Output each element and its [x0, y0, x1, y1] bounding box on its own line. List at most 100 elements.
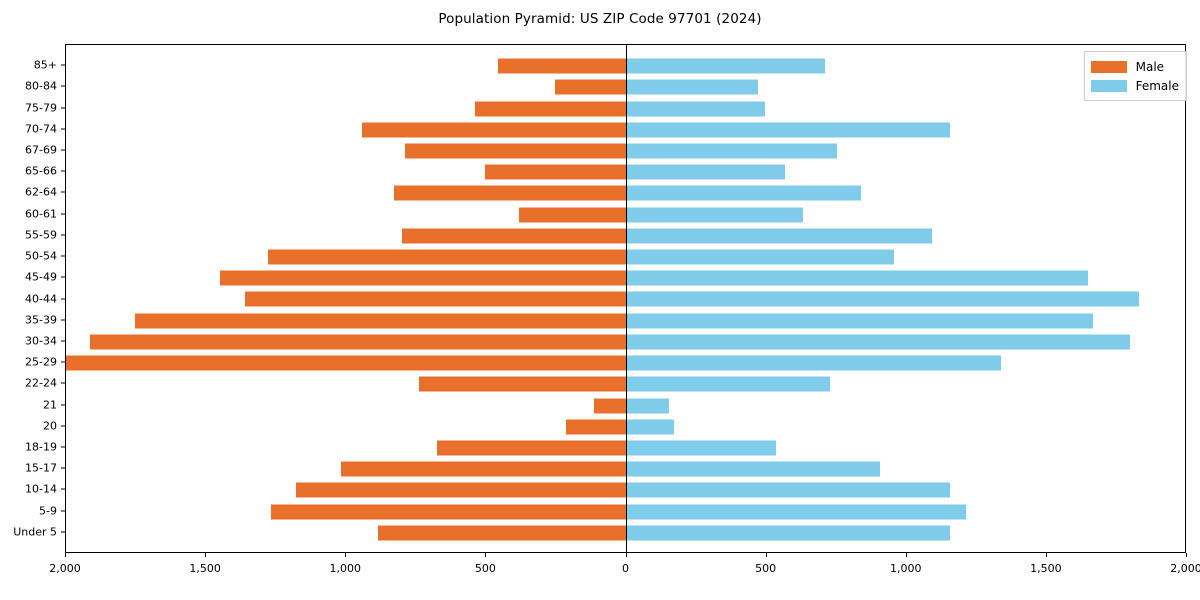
x-tick-label: 1,500 — [1030, 562, 1062, 575]
bar-female — [626, 164, 785, 180]
bar-male — [295, 482, 627, 498]
bar-female — [626, 291, 1140, 307]
bar-row — [66, 162, 1185, 183]
bar-female — [626, 228, 932, 244]
y-tick-mark — [61, 213, 65, 215]
bar-male — [378, 525, 627, 541]
bar-female — [626, 419, 675, 435]
y-tick-label: 85+ — [33, 58, 57, 72]
y-tick-mark — [61, 467, 65, 469]
x-tick-mark — [1186, 553, 1187, 557]
bar-female — [626, 122, 951, 138]
y-tick-mark — [61, 64, 65, 66]
bar-row — [66, 56, 1185, 77]
y-tick-mark — [61, 170, 65, 172]
legend-item-male[interactable]: Male — [1090, 57, 1179, 76]
y-tick-mark — [61, 255, 65, 257]
y-tick-mark — [61, 298, 65, 299]
bar-row — [66, 416, 1185, 437]
x-axis: 2,000 1,500 1,000 500 0 500 1,000 1,500 2,000 — [49, 553, 1200, 593]
bar-male — [89, 334, 627, 350]
bar-female — [626, 313, 1094, 329]
legend-label: Male — [1135, 59, 1165, 74]
x-tick-label: 2,000 — [1170, 562, 1200, 575]
bar-row — [66, 183, 1185, 204]
y-tick-mark — [61, 446, 65, 448]
bar-female — [626, 249, 895, 265]
y-tick-label: 65-66 — [25, 164, 57, 178]
y-tick-mark — [61, 107, 65, 109]
bar-row — [66, 225, 1185, 246]
y-tick-label: 10-14 — [25, 482, 57, 496]
x-tick-label: 500 — [474, 562, 496, 575]
bar-female — [626, 143, 837, 159]
bar-row — [66, 246, 1185, 267]
y-tick-mark — [61, 191, 65, 193]
y-tick-mark — [61, 149, 65, 151]
bar-female — [626, 482, 951, 498]
bar-row — [66, 459, 1185, 480]
bar-female — [626, 270, 1088, 286]
bar-male — [475, 101, 627, 117]
bar-row — [66, 353, 1185, 374]
bar-row — [66, 77, 1185, 98]
bar-female — [626, 355, 1001, 371]
bar-row — [66, 480, 1185, 501]
legend-label: Female — [1135, 78, 1179, 93]
legend-swatch-icon — [1090, 79, 1127, 92]
y-tick-label: Under 5 — [13, 525, 57, 539]
y-tick-label: 35-39 — [25, 313, 57, 327]
x-tick-mark — [345, 553, 347, 557]
chart-title: Population Pyramid: US ZIP Code 97701 (2… — [438, 11, 762, 27]
bar-female — [626, 58, 826, 74]
bar-male — [270, 504, 627, 520]
bar-male — [402, 228, 627, 244]
bar-female — [626, 334, 1130, 350]
y-tick-label: 25-29 — [25, 355, 57, 369]
y-tick-label: 30-34 — [25, 334, 57, 348]
bar-row — [66, 522, 1185, 543]
y-tick-mark — [61, 531, 65, 533]
y-tick-mark — [61, 128, 65, 130]
bar-male — [405, 143, 627, 159]
x-tick-label: 2,000 — [49, 562, 81, 575]
bar-male — [134, 313, 627, 329]
bar-row — [66, 374, 1185, 395]
bar-male — [220, 270, 627, 286]
bar-female — [626, 185, 861, 201]
y-tick-mark — [61, 85, 65, 87]
bar-male — [594, 398, 627, 414]
y-tick-label: 15-17 — [25, 461, 57, 475]
y-tick-mark — [61, 404, 65, 406]
x-tick-mark — [765, 553, 767, 557]
plot-area — [65, 44, 1186, 553]
bar-row — [66, 119, 1185, 140]
y-tick-label: 22-24 — [25, 376, 57, 390]
y-tick-label: 40-44 — [25, 292, 57, 305]
bar-male — [555, 79, 627, 95]
bar-row — [66, 310, 1185, 331]
y-tick-label: 45-49 — [25, 270, 57, 284]
bar-male — [518, 207, 627, 223]
legend-item-female[interactable]: Female — [1090, 76, 1179, 95]
y-axis: 85+ 80-84 75-79 70-74 67-69 65-66 62-64 60-61 55… — [0, 44, 65, 553]
x-tick-label: 1,500 — [189, 562, 221, 575]
bar-female — [626, 398, 669, 414]
y-tick-mark — [61, 276, 65, 278]
x-tick-mark — [1045, 553, 1047, 557]
bar-male — [497, 58, 627, 74]
y-tick-label: 60-61 — [25, 207, 57, 221]
x-tick-mark — [625, 553, 627, 557]
y-tick-mark — [61, 382, 65, 384]
y-tick-mark — [61, 488, 65, 490]
x-tick-mark — [905, 553, 907, 557]
y-tick-mark — [61, 319, 65, 321]
bar-female — [626, 504, 966, 520]
bar-female — [626, 525, 951, 541]
bar-row — [66, 331, 1185, 352]
x-tick-label: 500 — [755, 562, 777, 575]
y-tick-label: 80-84 — [25, 79, 57, 93]
y-tick-label: 75-79 — [25, 101, 57, 115]
bar-row — [66, 98, 1185, 119]
x-tick-label: 1,000 — [329, 562, 362, 575]
